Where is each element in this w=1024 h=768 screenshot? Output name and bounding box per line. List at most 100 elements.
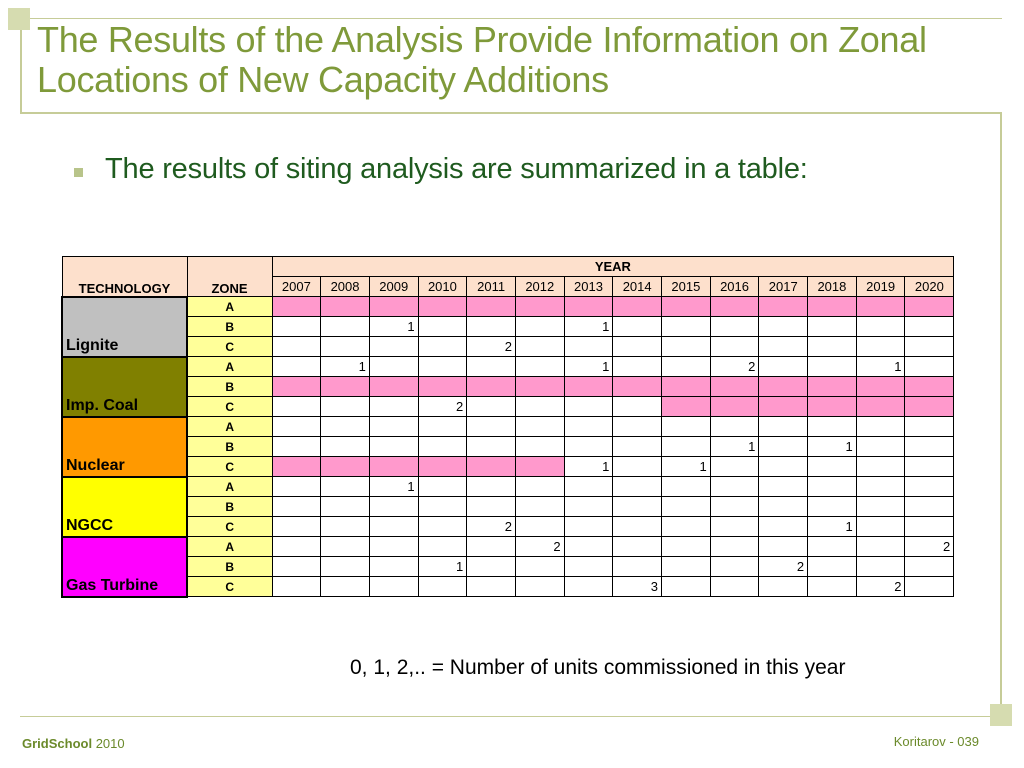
technology-cell: Imp. Coal bbox=[61, 355, 188, 418]
value-cell bbox=[855, 476, 906, 497]
value-cell bbox=[661, 496, 711, 517]
value-cell bbox=[368, 536, 419, 557]
value-cell bbox=[709, 556, 760, 577]
value-cell bbox=[661, 576, 711, 597]
value-cell bbox=[612, 416, 662, 437]
value-cell bbox=[661, 336, 711, 357]
value-cell bbox=[807, 576, 857, 597]
value-cell bbox=[904, 516, 955, 537]
corner-square-top-left bbox=[8, 8, 30, 30]
value-cell bbox=[709, 396, 760, 417]
zone-cell: B bbox=[186, 496, 273, 517]
value-cell bbox=[466, 356, 516, 377]
value-cell bbox=[904, 556, 955, 577]
value-cell bbox=[661, 536, 711, 557]
value-cell bbox=[661, 356, 711, 377]
value-cell bbox=[563, 496, 614, 517]
value-cell bbox=[271, 536, 322, 557]
value-cell bbox=[466, 436, 516, 457]
value-cell bbox=[612, 536, 662, 557]
zone-cell: A bbox=[186, 416, 273, 437]
value-cell bbox=[271, 456, 322, 477]
value-cell bbox=[661, 416, 711, 437]
value-cell bbox=[709, 376, 760, 397]
value-cell: 1 bbox=[320, 356, 370, 377]
footer-brand-year: 2010 bbox=[95, 736, 125, 751]
value-cell bbox=[563, 556, 614, 577]
value-cell bbox=[514, 296, 565, 317]
value-cell bbox=[807, 296, 857, 317]
frame-left-line bbox=[20, 30, 22, 112]
value-cell bbox=[514, 496, 565, 517]
value-cell bbox=[807, 376, 857, 397]
value-cell bbox=[514, 356, 565, 377]
value-cell bbox=[807, 456, 857, 477]
value-cell bbox=[661, 436, 711, 457]
year-cell: 2017 bbox=[758, 276, 809, 297]
year-cell: 2018 bbox=[807, 276, 857, 297]
value-cell bbox=[368, 376, 419, 397]
value-cell bbox=[466, 376, 516, 397]
value-cell bbox=[368, 496, 419, 517]
technology-cell: Gas Turbine bbox=[61, 535, 188, 598]
value-cell bbox=[807, 556, 857, 577]
value-cell bbox=[563, 476, 614, 497]
value-cell bbox=[320, 376, 370, 397]
value-cell bbox=[709, 516, 760, 537]
value-cell bbox=[271, 556, 322, 577]
value-cell bbox=[271, 436, 322, 457]
value-cell bbox=[904, 496, 955, 517]
value-cell bbox=[514, 416, 565, 437]
footer-brand: GridSchool 2010 bbox=[22, 736, 125, 751]
value-cell bbox=[612, 316, 662, 337]
value-cell bbox=[612, 396, 662, 417]
table-row: NGCC A 1 bbox=[61, 475, 955, 538]
value-cell: 2 bbox=[417, 396, 468, 417]
year-cell: 2013 bbox=[563, 276, 614, 297]
value-cell bbox=[904, 316, 955, 337]
value-cell: 2 bbox=[466, 516, 516, 537]
year-cell: 2007 bbox=[271, 276, 322, 297]
footer-brand-name: GridSchool bbox=[22, 736, 93, 751]
value-cell bbox=[709, 316, 760, 337]
value-cell bbox=[661, 376, 711, 397]
table-row: C 1 1 bbox=[62, 456, 955, 477]
value-cell bbox=[661, 296, 711, 317]
year-cell: 2016 bbox=[709, 276, 760, 297]
value-cell bbox=[466, 576, 516, 597]
zone-cell: B bbox=[186, 556, 273, 577]
year-cell: 2019 bbox=[855, 276, 906, 297]
frame-top-line bbox=[30, 18, 1002, 19]
value-cell bbox=[904, 396, 955, 417]
year-cell: 2015 bbox=[661, 276, 711, 297]
zone-cell: C bbox=[186, 576, 273, 597]
value-cell bbox=[514, 376, 565, 397]
value-cell bbox=[417, 536, 468, 557]
value-cell bbox=[417, 316, 468, 337]
bullet-text: The results of siting analysis are summa… bbox=[105, 153, 808, 185]
value-cell bbox=[758, 356, 809, 377]
value-cell bbox=[368, 296, 419, 317]
value-cell bbox=[417, 576, 468, 597]
slide-title: The Results of the Analysis Provide Info… bbox=[37, 19, 927, 100]
year-cell: 2014 bbox=[612, 276, 662, 297]
value-cell bbox=[661, 556, 711, 577]
value-cell bbox=[807, 336, 857, 357]
table-row: C 3 2 bbox=[62, 576, 955, 597]
zone-cell: A bbox=[186, 296, 273, 317]
value-cell bbox=[904, 356, 955, 377]
value-cell bbox=[271, 356, 322, 377]
value-cell bbox=[612, 476, 662, 497]
value-cell bbox=[855, 436, 906, 457]
value-cell: 1 bbox=[368, 476, 419, 497]
value-cell bbox=[758, 436, 809, 457]
value-cell bbox=[904, 336, 955, 357]
value-cell bbox=[466, 316, 516, 337]
frame-title-underline bbox=[20, 112, 1002, 114]
value-cell bbox=[320, 496, 370, 517]
siting-results-table: TECHNOLOGY ZONE YEAR 2007 2008 2009 2010 2011 20… bbox=[61, 256, 955, 598]
value-cell bbox=[709, 296, 760, 317]
value-cell bbox=[855, 336, 906, 357]
technology-cell: Nuclear bbox=[61, 415, 188, 478]
value-cell bbox=[271, 396, 322, 417]
